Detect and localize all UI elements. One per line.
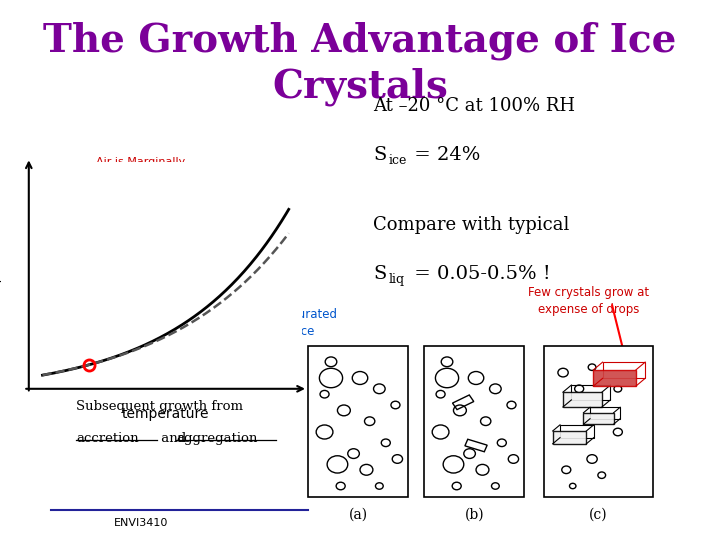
Text: water pressure: water pressure <box>0 228 2 322</box>
Text: = 24%: = 24% <box>408 146 481 164</box>
Text: At –20 °C at 100% RH: At –20 °C at 100% RH <box>373 97 575 115</box>
FancyBboxPatch shape <box>308 346 408 497</box>
Text: S: S <box>373 265 386 282</box>
Text: ENVI3410: ENVI3410 <box>114 518 168 529</box>
Polygon shape <box>563 392 602 407</box>
Text: temperature: temperature <box>122 407 210 421</box>
Text: (a): (a) <box>348 508 368 522</box>
Text: liq: liq <box>389 273 405 286</box>
Text: Subsequent growth from: Subsequent growth from <box>76 400 243 413</box>
Text: aggregation: aggregation <box>176 432 258 445</box>
Text: Few crystals grow at
expense of drops: Few crystals grow at expense of drops <box>528 286 649 316</box>
Polygon shape <box>583 413 613 424</box>
Text: accretion: accretion <box>76 432 139 445</box>
Text: ice: ice <box>389 154 408 167</box>
Text: = 0.05-0.5% !: = 0.05-0.5% ! <box>408 265 551 282</box>
Text: and: and <box>157 432 191 445</box>
Text: (c): (c) <box>589 508 608 522</box>
Text: Highly supersaturated
with respect to ice: Highly supersaturated with respect to ic… <box>205 308 337 338</box>
Polygon shape <box>553 431 586 444</box>
Text: Crystals: Crystals <box>272 68 448 106</box>
Text: S: S <box>373 146 386 164</box>
FancyBboxPatch shape <box>544 346 653 497</box>
Text: The Growth Advantage of Ice: The Growth Advantage of Ice <box>43 22 677 60</box>
Polygon shape <box>593 370 636 386</box>
Text: Air is Marginally
supersaturated with
respect to liquid
water in a rising
cloud : Air is Marginally supersaturated with re… <box>96 157 208 219</box>
FancyBboxPatch shape <box>425 346 524 497</box>
Text: (b): (b) <box>464 508 485 522</box>
Text: Compare with typical: Compare with typical <box>373 216 570 234</box>
